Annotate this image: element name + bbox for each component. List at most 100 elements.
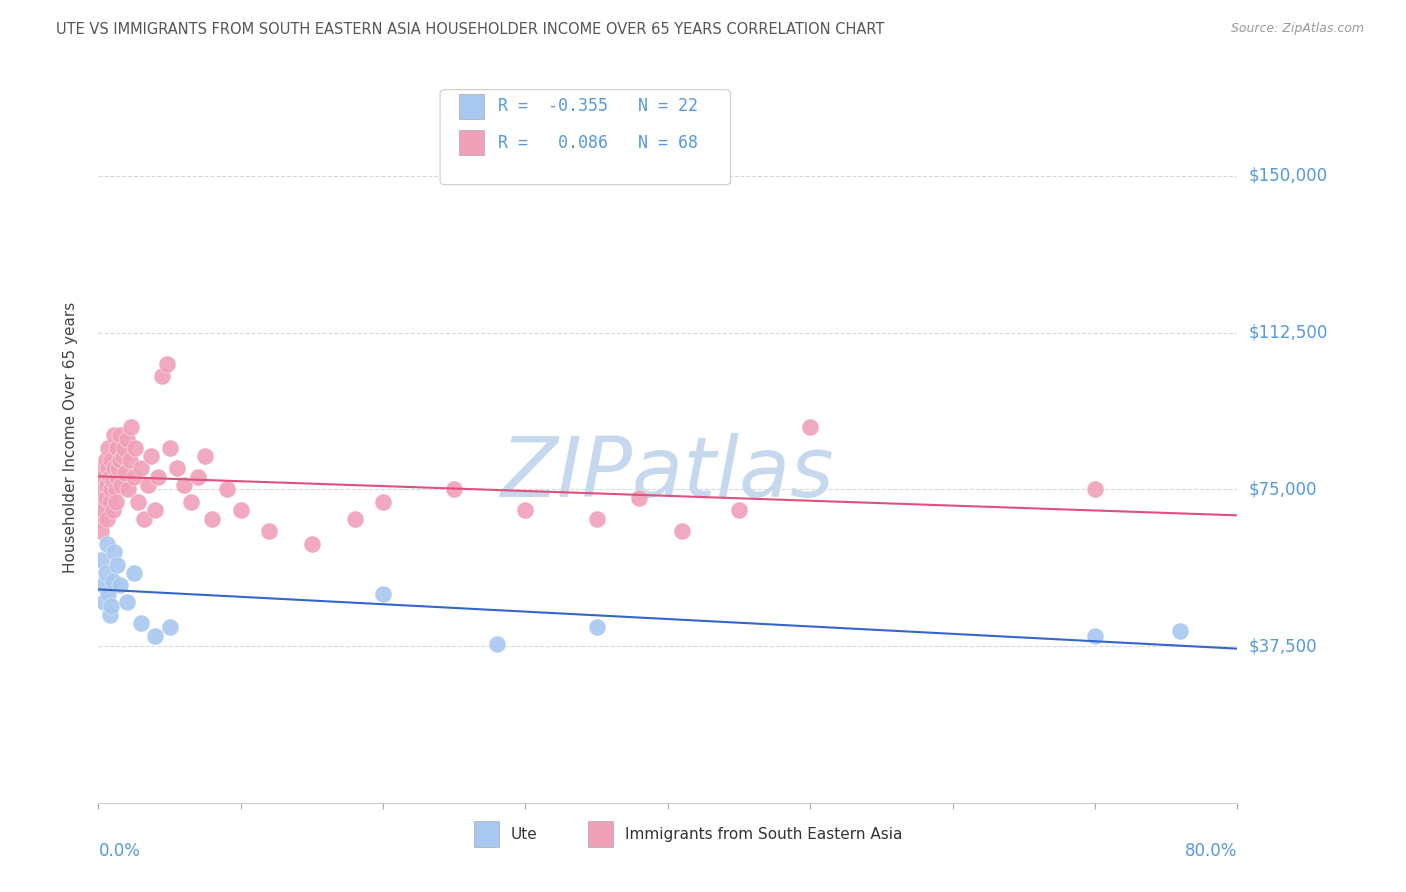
Point (152, 369, 174, 384)
Point (139, 449, 162, 463)
Point (100, 483, 122, 497)
Point (173, 478, 195, 492)
Point (114, 466, 136, 480)
Point (101, 503, 124, 517)
Point (159, 620, 181, 634)
Point (180, 495, 202, 509)
Point (105, 441, 128, 455)
Point (94, 453, 117, 467)
Point (129, 461, 152, 475)
Text: Immigrants from South Eastern Asia: Immigrants from South Eastern Asia (624, 827, 901, 841)
Point (108, 428, 131, 442)
Point (100, 599, 122, 614)
Point (159, 441, 181, 455)
Point (585, 511, 607, 525)
Point (110, 478, 132, 492)
Point (515, 503, 537, 517)
Point (107, 461, 129, 475)
Point (93, 595, 115, 609)
Point (187, 470, 209, 484)
Point (97, 441, 120, 455)
Point (194, 449, 217, 463)
Text: 80.0%: 80.0% (1185, 842, 1237, 860)
Point (96, 511, 118, 525)
FancyBboxPatch shape (460, 130, 485, 155)
Point (585, 620, 607, 634)
Point (215, 483, 238, 497)
Point (94, 566, 117, 580)
Point (156, 357, 179, 371)
Point (145, 503, 167, 517)
Y-axis label: Householder Income Over 65 years: Householder Income Over 65 years (63, 301, 77, 573)
Point (136, 478, 159, 492)
Text: $150,000: $150,000 (1249, 167, 1327, 185)
Point (115, 432, 138, 446)
Point (201, 511, 224, 525)
Point (120, 419, 142, 434)
Text: $37,500: $37,500 (1249, 637, 1317, 655)
Point (89, 511, 111, 525)
Point (443, 483, 465, 497)
Point (93, 503, 115, 517)
Point (93, 470, 115, 484)
Point (124, 441, 146, 455)
Text: UTE VS IMMIGRANTS FROM SOUTH EASTERN ASIA HOUSEHOLDER INCOME OVER 65 YEARS CORRE: UTE VS IMMIGRANTS FROM SOUTH EASTERN ASI… (56, 22, 884, 37)
Point (105, 470, 128, 484)
Point (96, 536, 118, 550)
Point (91, 578, 114, 592)
Point (90, 524, 112, 538)
Point (118, 453, 141, 467)
Point (373, 587, 395, 601)
Point (96, 478, 118, 492)
Text: $112,500: $112,500 (1249, 324, 1327, 342)
Point (1170, 624, 1192, 639)
Point (117, 483, 139, 497)
FancyBboxPatch shape (460, 94, 485, 119)
Point (101, 574, 124, 589)
FancyBboxPatch shape (440, 90, 731, 185)
Point (122, 470, 145, 484)
Point (301, 536, 323, 550)
Point (97, 461, 120, 475)
Point (103, 428, 125, 442)
Point (104, 483, 127, 497)
Point (259, 524, 281, 538)
Point (145, 629, 167, 643)
Point (127, 495, 149, 509)
Point (129, 616, 152, 631)
Point (97, 587, 120, 601)
Point (229, 503, 252, 517)
Point (108, 578, 131, 592)
Point (108, 453, 131, 467)
Point (486, 637, 509, 651)
Point (343, 511, 366, 525)
Point (373, 495, 395, 509)
Text: ZIPatlas: ZIPatlas (501, 434, 835, 514)
Point (166, 461, 188, 475)
Text: $75,000: $75,000 (1249, 480, 1317, 499)
Point (115, 595, 138, 609)
Point (91, 483, 114, 497)
Point (100, 453, 122, 467)
Point (112, 441, 135, 455)
Point (103, 545, 125, 559)
FancyBboxPatch shape (474, 822, 499, 847)
Text: 0.0%: 0.0% (98, 842, 141, 860)
Point (101, 474, 124, 488)
Point (94, 491, 117, 505)
Point (728, 503, 751, 517)
Point (628, 491, 651, 505)
Point (98, 607, 121, 622)
Point (103, 461, 125, 475)
Point (132, 511, 155, 525)
Point (91, 461, 114, 475)
FancyBboxPatch shape (588, 822, 613, 847)
Point (90, 553, 112, 567)
Point (1084, 629, 1107, 643)
Point (98, 495, 121, 509)
Point (1084, 483, 1107, 497)
Point (122, 566, 145, 580)
Point (98, 470, 121, 484)
Text: Source: ZipAtlas.com: Source: ZipAtlas.com (1230, 22, 1364, 36)
Point (148, 470, 170, 484)
